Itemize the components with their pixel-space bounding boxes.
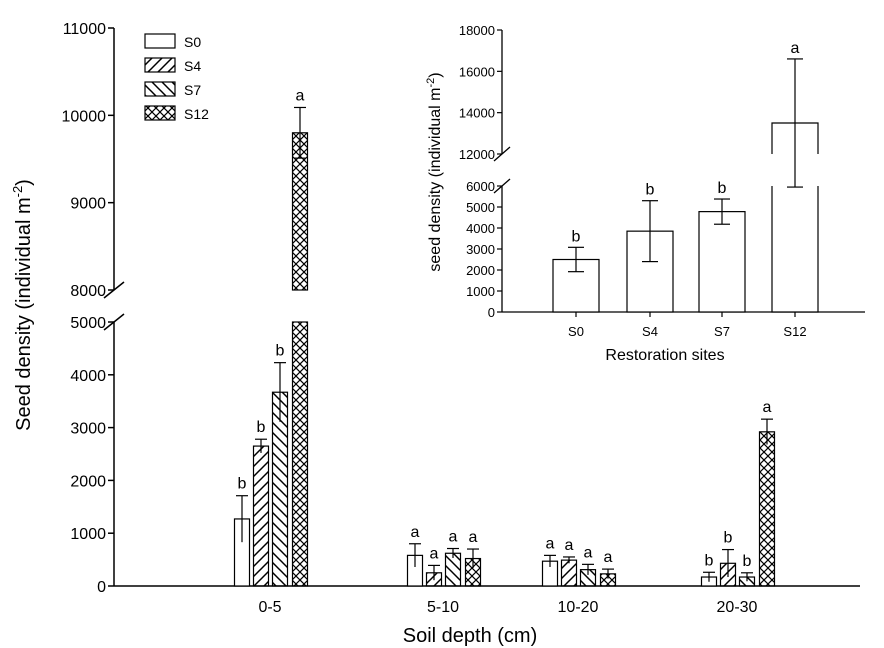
- inset-y-tick-label: 14000: [459, 106, 495, 121]
- inset-y-tick-label: 6000: [466, 179, 495, 194]
- inset-x-tick-label: S7: [714, 324, 730, 339]
- bar: [560, 559, 578, 587]
- inset-y-tick-label: 18000: [459, 23, 495, 38]
- legend: S0 S4 S7 S12: [144, 33, 209, 122]
- inset-x-tick-label: S0: [568, 324, 584, 339]
- main-y-axis-title: Seed density (individual m-2): [10, 179, 35, 431]
- inset-y-tick-label: 2000: [466, 263, 495, 278]
- bar: [252, 445, 270, 587]
- y-tick-label: 0: [97, 579, 106, 596]
- inset-y-tick-label: 1000: [466, 284, 495, 299]
- significance-letter: b: [257, 419, 266, 436]
- x-tick-label: 0-5: [258, 599, 281, 616]
- legend-swatch: [144, 33, 176, 49]
- legend-swatch: [144, 105, 176, 121]
- y-tick-label: 8000: [70, 283, 106, 300]
- inset-significance-letter: b: [718, 180, 727, 197]
- y-tick-label: 9000: [70, 196, 106, 213]
- significance-letter: b: [724, 530, 733, 547]
- inset-y-tick-label: 5000: [466, 200, 495, 215]
- inset-x-axis-title: Restoration sites: [605, 347, 724, 364]
- bar: [758, 431, 776, 587]
- y-tick-label: 2000: [70, 473, 106, 490]
- inset-y-axis-title: seed density (individual m-2): [425, 72, 444, 271]
- y-tick-label: 1000: [70, 526, 106, 543]
- significance-letter: b: [705, 552, 714, 569]
- y-tick-label: 3000: [70, 421, 106, 438]
- significance-letter: a: [584, 544, 593, 561]
- significance-letter: b: [238, 476, 247, 493]
- x-tick-label: 20-30: [717, 599, 758, 616]
- inset-plot: 0 1000 2000 3000 4000 5000 6000 12000 14000 16000…: [459, 23, 865, 339]
- bar: [291, 321, 309, 587]
- legend-label: S12: [184, 106, 209, 122]
- main-plot: 0100020003000400050008000900010000110000…: [62, 21, 860, 616]
- inset-significance-letter: b: [572, 228, 581, 245]
- inset-bar: [771, 186, 819, 313]
- main-x-axis-title: Soil depth (cm): [403, 625, 538, 647]
- y-tick-label: 5000: [70, 315, 106, 332]
- bar: [444, 552, 462, 587]
- inset-bar: [698, 211, 746, 313]
- inset-y-tick-label: 3000: [466, 242, 495, 257]
- inset-y-tick-label: 4000: [466, 221, 495, 236]
- significance-letter: a: [449, 529, 458, 546]
- significance-letter: b: [276, 343, 285, 360]
- significance-letter: a: [546, 535, 555, 552]
- inset-x-tick-label: S12: [783, 324, 806, 339]
- inset-significance-letter: b: [646, 182, 655, 199]
- significance-letter: b: [743, 553, 752, 570]
- legend-label: S0: [184, 34, 201, 50]
- legend-swatch: [144, 81, 176, 97]
- inset-significance-letter: a: [791, 40, 800, 57]
- significance-letter: a: [430, 545, 439, 562]
- inset-x-tick-label: S4: [642, 324, 658, 339]
- legend-swatch: [144, 57, 176, 73]
- y-tick-label: 11000: [63, 21, 106, 38]
- y-tick-label: 10000: [62, 108, 107, 125]
- inset-y-tick-label: 12000: [459, 147, 495, 162]
- significance-letter: a: [763, 399, 772, 416]
- significance-letter: a: [296, 87, 305, 104]
- legend-label: S7: [184, 82, 201, 98]
- significance-letter: a: [565, 537, 574, 554]
- inset-y-tick-label: 16000: [459, 64, 495, 79]
- significance-letter: a: [604, 549, 613, 566]
- x-tick-label: 10-20: [558, 599, 599, 616]
- significance-letter: a: [469, 529, 478, 546]
- inset-y-tick-label: 0: [488, 305, 495, 320]
- x-tick-label: 5-10: [427, 599, 459, 616]
- significance-letter: a: [411, 524, 420, 541]
- legend-label: S4: [184, 58, 201, 74]
- y-tick-label: 4000: [70, 368, 106, 385]
